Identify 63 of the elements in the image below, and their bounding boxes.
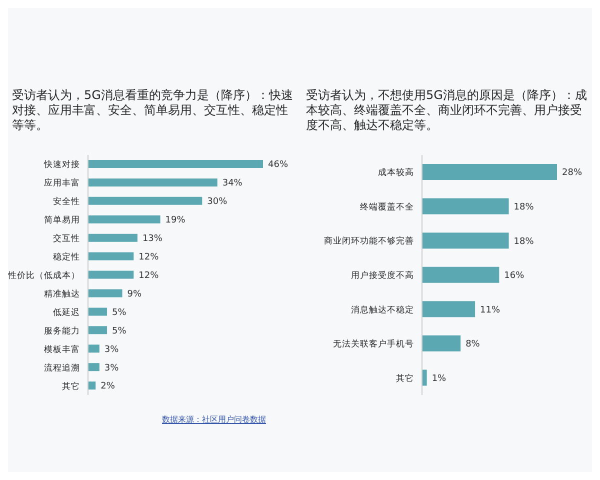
data-label: 46% bbox=[268, 160, 288, 170]
source-note: 数据来源：社区用户问卷数据 bbox=[162, 414, 267, 425]
bar bbox=[88, 326, 108, 334]
y-tick-label: 其它 bbox=[62, 380, 80, 392]
data-label: 8% bbox=[466, 340, 480, 350]
y-tick-label: 简单易用 bbox=[44, 214, 80, 226]
data-label: 3% bbox=[104, 363, 120, 374]
bar bbox=[88, 215, 160, 224]
y-tick-label: 快速对接 bbox=[43, 159, 80, 170]
y-tick-label: 精准触达 bbox=[44, 288, 80, 300]
y-tick-label: 应用丰富 bbox=[44, 178, 80, 189]
y-tick-label: 无法关联客户手机号 bbox=[333, 338, 414, 350]
y-tick-label: 安全性 bbox=[53, 196, 80, 208]
y-tick-label: 性价比（低成本） bbox=[7, 270, 80, 282]
y-tick-label: 稳定性 bbox=[53, 252, 80, 263]
bar bbox=[88, 270, 134, 279]
data-label: 1% bbox=[432, 374, 447, 384]
bar bbox=[88, 382, 96, 390]
data-label: 12% bbox=[138, 270, 160, 281]
bar bbox=[422, 266, 500, 283]
bar bbox=[422, 370, 427, 386]
y-tick-label: 商业闭环功能不够完善 bbox=[324, 236, 414, 247]
y-tick-label: 其它 bbox=[396, 372, 414, 384]
data-label: 3% bbox=[104, 344, 120, 355]
data-label: 11% bbox=[480, 305, 500, 316]
data-label: 30% bbox=[207, 197, 228, 208]
chart-title: 受访者认为，不想使用5G消息的原因是（降序）：成本较高、终端覆盖不全、商业闭环不完善、用户接受度不高、触达不稳定等。 bbox=[305, 88, 588, 134]
bar bbox=[422, 164, 557, 180]
y-tick-label: 交互性 bbox=[53, 233, 80, 244]
data-label: 16% bbox=[504, 271, 525, 282]
data-label: 5% bbox=[112, 326, 127, 336]
bar bbox=[88, 363, 100, 372]
bar bbox=[422, 232, 509, 249]
bar bbox=[422, 198, 509, 214]
y-tick-label: 流程追溯 bbox=[44, 362, 80, 374]
data-label: 28% bbox=[562, 168, 582, 178]
data-label: 2% bbox=[100, 382, 116, 392]
y-tick-label: 低延迟 bbox=[53, 306, 80, 318]
y-tick-label: 服务能力 bbox=[44, 325, 80, 336]
data-label: 5% bbox=[112, 308, 127, 318]
bar bbox=[88, 252, 134, 260]
y-tick-label: 消息触达不稳定 bbox=[351, 304, 414, 316]
bar bbox=[88, 308, 108, 316]
chart-title: 受访者认为，5G消息看重的竞争力是（降序）：快速对接、应用丰富、安全、简单易用、交互性、稳定性等等。 bbox=[11, 88, 294, 134]
bar bbox=[422, 301, 476, 318]
bar bbox=[88, 196, 202, 205]
bar bbox=[422, 335, 461, 352]
data-label: 18% bbox=[514, 236, 534, 247]
data-label: 12% bbox=[138, 252, 160, 263]
data-label: 13% bbox=[142, 234, 163, 244]
y-tick-label: 用户接受度不高 bbox=[351, 270, 414, 282]
data-label: 18% bbox=[514, 202, 534, 212]
y-tick-label: 模板丰富 bbox=[44, 344, 80, 355]
y-tick-label: 终端覆盖不全 bbox=[360, 201, 414, 212]
bar bbox=[88, 289, 122, 298]
bar bbox=[88, 234, 138, 242]
y-tick-label: 成本较高 bbox=[378, 167, 414, 178]
data-label: 19% bbox=[165, 216, 186, 226]
bar bbox=[88, 178, 218, 186]
bar bbox=[88, 160, 263, 168]
data-label: 9% bbox=[127, 289, 142, 300]
bar bbox=[88, 344, 100, 353]
data-label: 34% bbox=[222, 178, 243, 189]
